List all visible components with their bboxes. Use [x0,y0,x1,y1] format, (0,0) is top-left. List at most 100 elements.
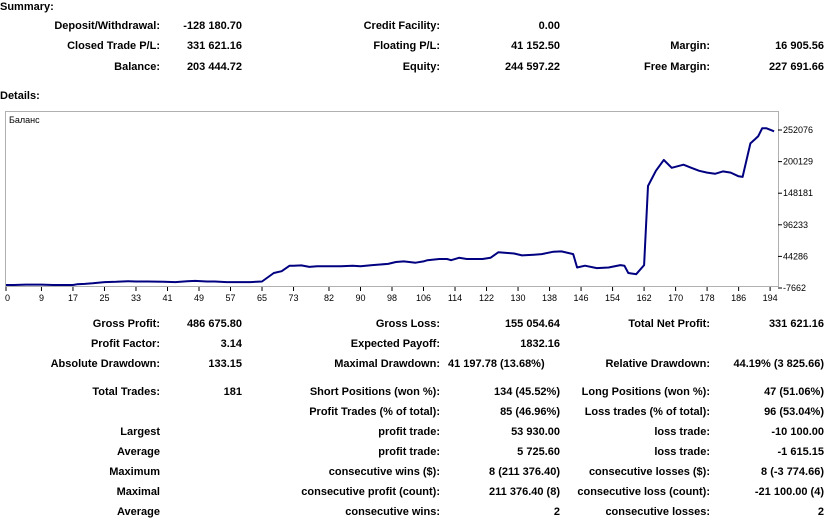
largest-profit-value: 53 930.00 [511,426,560,438]
maximal-consecutive-profit-label: consecutive profit (count): [301,486,440,498]
absolute-drawdown-value: 133.15 [208,358,242,370]
credit-facility-value: 0.00 [538,20,560,32]
balance-chart: Баланс 252076 200129 148181 96233 44286 -7662 0… [5,115,813,303]
deposit-withdrawal-value: -128 180.70 [183,20,242,32]
balance-label: Balance: [114,61,160,73]
relative-drawdown-value: 44.19% (3 825.66) [733,358,824,370]
x-tick-label: 25 [99,293,109,303]
largest-loss-value: -10 100.00 [771,426,824,438]
x-tick-label: 114 [448,293,462,303]
average-profit-label: profit trade: [378,446,440,458]
equity-label: Equity: [402,61,440,73]
gross-loss-label: Gross Loss: [375,318,440,330]
profit-trades-value: 85 (46.96%) [500,406,560,418]
largest-label: Largest [120,426,160,438]
maximal-consecutive-loss-value: -21 100.00 (4) [754,486,824,498]
y-tick-label: 44286 [783,251,808,261]
maximal-drawdown-label: Maximal Drawdown: [334,358,440,370]
closed-trade-pl-value: 331 621.16 [186,40,242,52]
x-tick-label: 170 [668,293,683,303]
x-tick-label: 186 [731,293,746,303]
x-tick-label: 162 [637,293,652,303]
x-tick-label: 0 [5,293,10,303]
series-label: Баланс [9,115,40,125]
floating-pl-value: 41 152.50 [511,40,560,52]
gross-profit-value: 486 675.80 [186,318,242,330]
average-profit-value: 5 725.60 [517,446,560,458]
profit-factor-value: 3.14 [220,338,242,350]
details-heading: Details: [0,90,40,102]
max-consecutive-losses-value: 8 (-3 774.66) [761,466,824,478]
total-trades-value: 181 [223,386,242,398]
margin-label: Margin: [670,40,710,52]
max-consecutive-wins-label: consecutive wins ($): [328,466,440,478]
long-positions-label: Long Positions (won %): [581,386,710,398]
y-tick-label: 148181 [783,188,813,198]
average-loss-label: loss trade: [654,446,710,458]
avg-consecutive-losses-value: 2 [817,506,824,518]
x-tick-label: 138 [542,293,557,303]
total-trades-label: Total Trades: [92,386,160,398]
x-tick-label: 65 [257,293,267,303]
total-net-profit-value: 331 621.16 [768,318,824,330]
y-tick-label: 96233 [783,220,808,230]
x-tick-label: 154 [605,293,620,303]
deposit-withdrawal-label: Deposit/Withdrawal: [54,20,160,32]
average-consecutive-label: Average [116,506,160,518]
x-tick-label: 57 [226,293,236,303]
max-consecutive-losses-label: consecutive losses ($): [588,466,710,478]
x-tick-label: 33 [131,293,141,303]
absolute-drawdown-label: Absolute Drawdown: [50,358,160,370]
x-tick-label: 106 [416,293,431,303]
gross-loss-value: 155 054.64 [504,318,560,330]
gross-profit-label: Gross Profit: [92,318,160,330]
max-consecutive-wins-value: 8 (211 376.40) [489,466,560,478]
relative-drawdown-label: Relative Drawdown: [605,358,710,370]
x-tick-label: 98 [387,293,397,303]
long-positions-value: 47 (51.06%) [764,386,824,398]
floating-pl-label: Floating P/L: [373,40,440,52]
equity-value: 244 597.22 [504,61,560,73]
free-margin-value: 227 691.66 [768,61,824,73]
x-tick-label: 146 [574,293,589,303]
maximal-consecutive-loss-label: consecutive loss (count): [577,486,710,498]
expected-payoff-label: Expected Payoff: [350,338,440,350]
maximum-label: Maximum [109,466,160,478]
free-margin-label: Free Margin: [643,61,710,73]
maximal-label: Maximal [116,486,160,498]
largest-loss-label: loss trade: [654,426,710,438]
balance-line [6,127,775,286]
credit-facility-label: Credit Facility: [363,20,440,32]
x-tick-label: 73 [289,293,299,303]
y-tick-label: 252076 [783,125,813,135]
closed-trade-pl-label: Closed Trade P/L: [67,40,160,52]
largest-profit-label: profit trade: [378,426,440,438]
maximal-drawdown-value: 41 197.78 (13.68%) [448,358,545,370]
profit-trades-label: Profit Trades (% of total): [309,406,440,418]
average-loss-value: -1 615.15 [777,446,824,458]
x-tick-label: 90 [355,293,365,303]
balance-chart-frame [5,111,779,287]
margin-value: 16 905.56 [775,40,824,52]
profit-factor-label: Profit Factor: [90,338,160,350]
summary-heading: Summary: [0,1,54,13]
balance-value: 203 444.72 [186,61,242,73]
expected-payoff-value: 1832.16 [520,338,560,350]
x-tick-label: 49 [194,293,204,303]
loss-trades-value: 96 (53.04%) [764,406,824,418]
maximal-consecutive-profit-value: 211 376.40 (8) [489,486,560,498]
avg-consecutive-wins-value: 2 [553,506,560,518]
short-positions-value: 134 (45.52%) [493,386,560,398]
x-tick-label: 122 [479,293,494,303]
y-tick-label: 200129 [783,157,813,167]
avg-consecutive-losses-label: consecutive losses: [605,506,710,518]
avg-consecutive-wins-label: consecutive wins: [345,506,440,518]
x-tick-label: 82 [324,293,334,303]
x-tick-label: 9 [39,293,44,303]
x-tick-label: 130 [511,293,526,303]
y-tick-label: -7662 [783,283,806,293]
average-label: Average [116,446,160,458]
loss-trades-label: Loss trades (% of total): [584,406,710,418]
short-positions-label: Short Positions (won %): [309,386,440,398]
x-tick-label: 41 [162,293,172,303]
